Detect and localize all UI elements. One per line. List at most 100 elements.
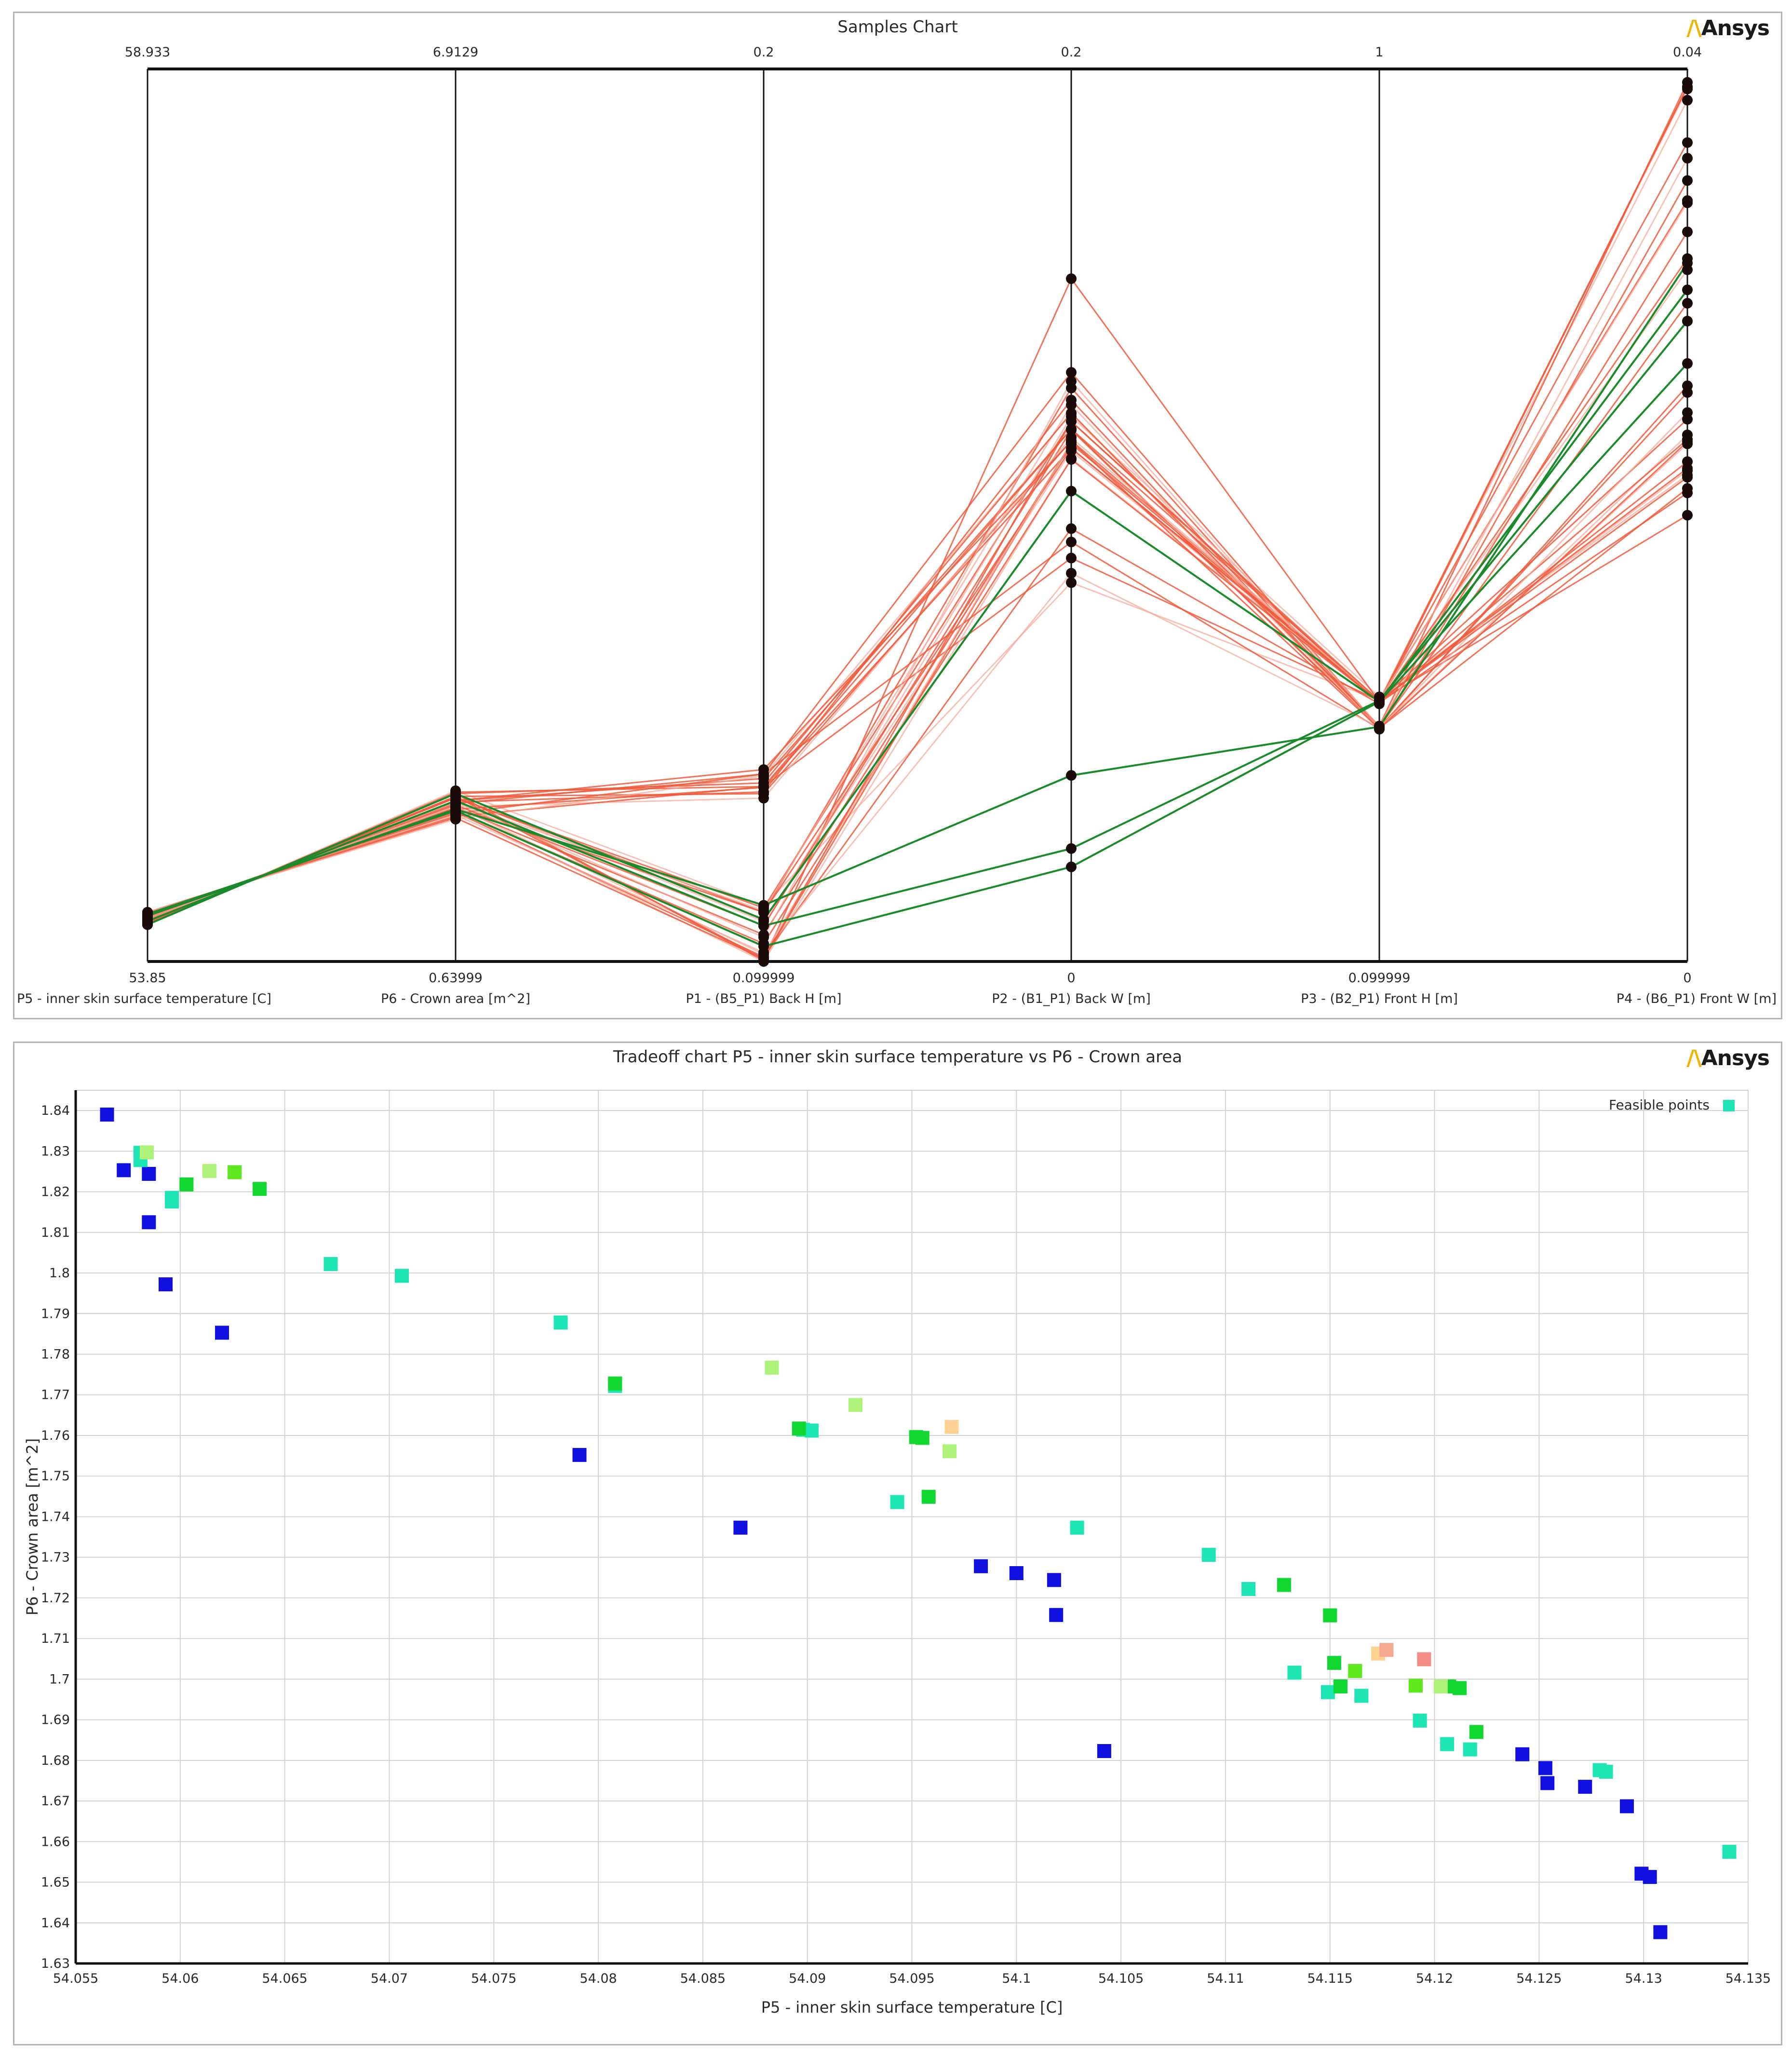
sample-lines — [147, 82, 1688, 962]
sample-line — [147, 142, 1688, 924]
x-tick-label: 54.065 — [262, 1971, 307, 1986]
y-tick-label: 1.84 — [41, 1103, 70, 1118]
sample-point — [142, 908, 153, 920]
sample-point — [1066, 399, 1077, 410]
sample-point — [1066, 577, 1077, 588]
scatter-point — [142, 1167, 156, 1181]
sample-point — [1682, 510, 1693, 521]
sample-point — [1682, 315, 1693, 326]
axis-min-label: 0.63999 — [429, 971, 483, 986]
axis-min-label: 0.099999 — [733, 971, 795, 986]
axis-name-label: P2 - (B1_P1) Back W [m] — [992, 991, 1150, 1006]
scatter-point — [1009, 1566, 1024, 1580]
x-tick-label: 54.075 — [471, 1971, 516, 1986]
sample-point — [1066, 407, 1077, 419]
scatter-point — [1620, 1799, 1634, 1813]
scatter-point — [1323, 1608, 1337, 1623]
sample-point — [450, 795, 461, 806]
legend-label: Feasible points — [1609, 1097, 1710, 1113]
scatter-point — [1469, 1725, 1483, 1739]
scatter-point — [1599, 1764, 1613, 1779]
scatter-point — [765, 1360, 779, 1375]
y-tick-label: 1.78 — [41, 1347, 70, 1362]
x-tick-label: 54.08 — [579, 1971, 617, 1986]
y-tick-label: 1.69 — [41, 1713, 70, 1728]
scatter-point — [1379, 1643, 1394, 1657]
scatter-point — [228, 1165, 242, 1179]
sample-point — [1682, 380, 1693, 392]
axis-max-label: 58.933 — [125, 45, 170, 60]
scatter-point — [395, 1269, 409, 1283]
sample-point — [1066, 486, 1077, 497]
sample-point — [450, 813, 461, 825]
scatter-point — [553, 1315, 568, 1330]
scatter-point — [943, 1444, 957, 1459]
ansys-logo: /\Ansys — [1686, 1046, 1770, 1070]
scatter-point — [804, 1423, 819, 1438]
sample-point — [1682, 257, 1693, 269]
sample-line — [147, 86, 1688, 958]
x-tick-label: 54.105 — [1098, 1971, 1144, 1986]
sample-point — [1066, 568, 1077, 579]
sample-point — [450, 805, 461, 816]
y-tick-label: 1.74 — [41, 1509, 70, 1524]
scatter-point — [165, 1194, 179, 1209]
axis-labels: 58.933 53.85 P5 - inner skin surface tempe… — [17, 45, 1777, 1006]
sample-line — [147, 100, 1688, 917]
sample-point — [1682, 407, 1693, 418]
sample-point — [1066, 416, 1077, 427]
sample-points — [142, 77, 1693, 967]
scatter-point — [1440, 1737, 1455, 1751]
sample-point — [1682, 298, 1693, 309]
y-tick-label: 1.63 — [41, 1956, 70, 1971]
scatter-point — [1047, 1573, 1061, 1587]
axis-min-label: 0.099999 — [1348, 971, 1411, 986]
x-tick-label: 54.115 — [1307, 1971, 1353, 1986]
sample-point — [1682, 436, 1693, 447]
sample-point — [1066, 454, 1077, 465]
axis-max-label: 6.9129 — [433, 45, 478, 60]
sample-point — [1682, 95, 1693, 106]
sample-line — [147, 363, 1688, 926]
samples-chart-panel: /\Ansys Samples Chart 58.933 53.85 P5 - in… — [13, 12, 1782, 1019]
scatter-point — [1578, 1780, 1592, 1794]
scatter-point — [1333, 1679, 1347, 1693]
plot-grid — [74, 1090, 1749, 1965]
x-tick-label: 54.1 — [1002, 1971, 1031, 1986]
sample-point — [1682, 226, 1693, 237]
x-tick-label: 54.09 — [789, 1971, 826, 1986]
sample-point — [1066, 376, 1077, 387]
y-tick-label: 1.66 — [41, 1834, 70, 1849]
sample-point — [1682, 197, 1693, 208]
sample-point — [1682, 175, 1693, 186]
sample-line — [147, 88, 1688, 925]
sample-point — [1682, 472, 1693, 483]
x-tick-label: 54.06 — [162, 1971, 199, 1986]
sample-point — [1682, 284, 1693, 296]
sample-point — [1066, 523, 1077, 534]
sample-point — [1682, 358, 1693, 369]
tick-labels: 54.055 54.06 54.065 54.07 54.075 54.08 54.085 5… — [41, 1103, 1771, 1986]
sample-point — [758, 793, 769, 804]
sample-line — [147, 458, 1688, 945]
scatter-point — [1327, 1656, 1341, 1670]
scatter-point — [1070, 1520, 1084, 1535]
scatter-point — [100, 1108, 114, 1122]
axis-name-label: P6 - Crown area [m^2] — [381, 991, 530, 1006]
sample-line — [147, 420, 1688, 960]
axis-max-label: 0.2 — [754, 45, 774, 60]
sample-point — [1682, 483, 1693, 494]
scatter-point — [1463, 1742, 1477, 1757]
y-tick-label: 1.82 — [41, 1185, 70, 1200]
x-tick-label: 54.085 — [680, 1971, 726, 1986]
axis-name-label: P1 - (B5_P1) Back H [m] — [686, 991, 841, 1006]
x-tick-label: 54.095 — [889, 1971, 934, 1986]
samples-chart-plot: Samples Chart 58.933 53.85 P5 - inner skin… — [17, 17, 1777, 1006]
sample-line — [147, 415, 1688, 927]
parallel-axes — [147, 68, 1688, 963]
tradeoff-chart-plot: Tradeoff chart P5 - inner skin surface t… — [23, 1047, 1771, 2016]
scatter-point — [1515, 1747, 1530, 1761]
scatter-points — [100, 1108, 1737, 1939]
scatter-point — [733, 1520, 748, 1535]
scatter-point — [915, 1431, 930, 1445]
